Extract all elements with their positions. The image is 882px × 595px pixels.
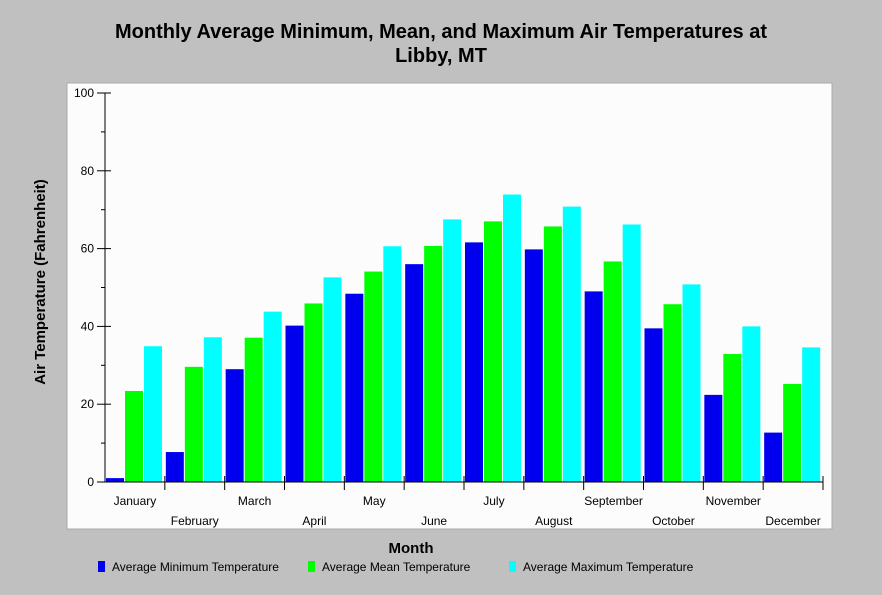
- bar-may-minimum: [345, 293, 364, 482]
- bar-february-mean: [184, 366, 203, 482]
- y-axis-label: Air Temperature (Fahrenheit): [32, 179, 49, 385]
- x-axis-label: Month: [389, 540, 434, 557]
- bar-september-mean: [603, 261, 622, 482]
- bar-october-minimum: [644, 328, 663, 482]
- chart-title-line-2: Libby, MT: [395, 45, 487, 67]
- y-ticks-group: 0 20 40 60 80 100: [74, 86, 111, 489]
- x-tick-label-september: September: [584, 494, 643, 508]
- legend-swatch-maximum: [509, 561, 516, 572]
- x-tick-label-october: October: [652, 514, 695, 528]
- x-tick-label-june: June: [421, 514, 447, 528]
- chart-title: Monthly Average Minimum, Mean, and Maxim…: [0, 20, 882, 68]
- bar-may-maximum: [383, 246, 402, 482]
- bar-december-minimum: [764, 432, 783, 482]
- bar-february-maximum: [203, 337, 222, 482]
- y-tick-label: 60: [81, 242, 95, 256]
- y-tick-label: 100: [74, 86, 94, 100]
- bar-august-mean: [543, 226, 562, 482]
- legend-label-mean: Average Mean Temperature: [322, 560, 471, 574]
- bar-july-mean: [484, 221, 502, 482]
- chart-title-line-1: Monthly Average Minimum, Mean, and Maxim…: [115, 21, 767, 43]
- legend-label-maximum: Average Maximum Temperature: [523, 560, 694, 574]
- x-ticks-group: January February March April May June July Augu…: [114, 476, 824, 528]
- legend-swatch-minimum: [98, 561, 105, 572]
- y-tick-label: 0: [87, 475, 94, 489]
- bar-august-minimum: [524, 249, 543, 482]
- bar-june-maximum: [443, 219, 462, 483]
- bar-october-mean: [663, 304, 682, 482]
- x-tick-label-march: March: [238, 494, 271, 508]
- x-tick-label-april: April: [302, 514, 326, 528]
- bar-april-maximum: [323, 277, 342, 482]
- bar-march-maximum: [263, 311, 282, 482]
- legend-swatch-mean: [308, 561, 315, 572]
- x-tick-label-may: May: [363, 494, 386, 508]
- bar-july-maximum: [503, 194, 521, 483]
- bar-november-maximum: [742, 326, 761, 482]
- y-tick-label: 40: [81, 319, 95, 333]
- legend-label-minimum: Average Minimum Temperature: [112, 560, 279, 574]
- bar-july-minimum: [465, 242, 483, 482]
- bar-september-maximum: [622, 224, 641, 482]
- bar-september-minimum: [584, 291, 603, 482]
- bar-june-mean: [424, 245, 443, 482]
- y-tick-label: 20: [81, 397, 95, 411]
- bar-january-minimum: [106, 478, 124, 482]
- bar-march-mean: [244, 337, 263, 482]
- x-tick-label-november: November: [706, 494, 761, 508]
- bar-november-mean: [723, 354, 742, 482]
- bar-march-minimum: [225, 369, 244, 482]
- bar-april-minimum: [285, 325, 304, 482]
- bar-april-mean: [304, 303, 323, 482]
- bar-june-minimum: [405, 264, 424, 482]
- x-tick-label-february: February: [171, 514, 219, 528]
- x-tick-label-january: January: [114, 494, 157, 508]
- bars-group: [106, 194, 821, 483]
- x-tick-label-december: December: [765, 514, 820, 528]
- bar-may-mean: [364, 271, 383, 482]
- x-tick-label-august: August: [535, 514, 573, 528]
- y-tick-label: 80: [81, 164, 95, 178]
- bar-february-minimum: [165, 452, 184, 482]
- x-tick-label-july: July: [483, 494, 504, 508]
- bar-january-maximum: [144, 346, 162, 482]
- bar-december-maximum: [802, 347, 821, 482]
- bar-december-mean: [783, 383, 802, 482]
- bar-november-minimum: [704, 394, 723, 482]
- bar-august-maximum: [562, 206, 581, 482]
- bar-october-maximum: [682, 284, 701, 482]
- bar-january-mean: [125, 390, 143, 482]
